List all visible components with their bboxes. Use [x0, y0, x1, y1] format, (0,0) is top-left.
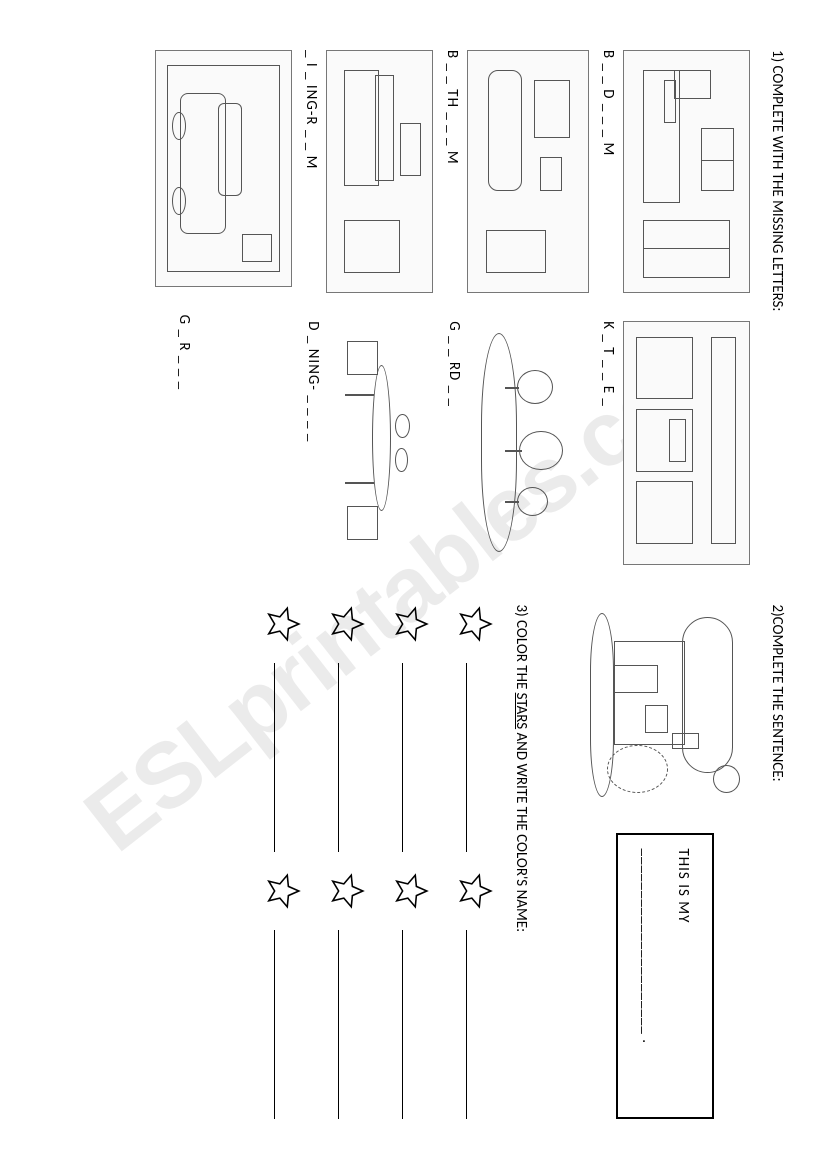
exercise-1-heading: 1) COMPLETE WITH THE MISSING LETTERS:: [768, 50, 786, 565]
star-icon[interactable]: [456, 872, 494, 910]
star-icon[interactable]: [264, 605, 302, 643]
star-icon[interactable]: [328, 872, 366, 910]
caption-garden: G _ _ RD _ _: [445, 321, 463, 564]
livingroom-sketch: [326, 50, 433, 293]
star-icon[interactable]: [392, 872, 430, 910]
star-row: [264, 605, 302, 1120]
item-bedroom: B _ _ D _ _ _ M: [599, 50, 750, 293]
diningroom-sketch: [328, 321, 433, 564]
star-icon[interactable]: [328, 605, 366, 643]
color-name-blank[interactable]: [275, 930, 292, 1119]
item-diningroom: D _ NING- _ _ _ _: [302, 321, 433, 564]
star-icon[interactable]: [264, 872, 302, 910]
item-kitchen: K _ T _ _ E _: [599, 321, 750, 564]
caption-diningroom: D _ NING- _ _ _ _: [304, 321, 322, 564]
right-column: 2)COMPLETE THE SENTENCE:: [40, 605, 786, 1120]
house-sketch: [580, 605, 750, 805]
sentence-blank[interactable]: ______________________ .: [638, 849, 656, 1045]
kitchen-sketch: [623, 321, 750, 564]
item-livingroom: _ I _ ING-R _ _ M: [302, 50, 433, 293]
garden-sketch: [469, 321, 589, 564]
caption-bedroom: B _ _ D _ _ _ M: [599, 50, 617, 293]
bedroom-sketch: [623, 50, 750, 293]
color-name-blank[interactable]: [467, 930, 484, 1119]
caption-garage: G _ R _ _ _: [175, 315, 193, 565]
item-garage: [155, 50, 292, 287]
sentence-prefix: THIS IS MY: [674, 849, 692, 924]
color-name-blank[interactable]: [275, 663, 292, 852]
star-row: [456, 605, 494, 1120]
caption-kitchen: K _ T _ _ E _: [599, 321, 617, 564]
bathroom-sketch: [467, 50, 589, 293]
item-garden: G _ _ RD _ _: [443, 321, 589, 564]
exercise-1: 1) COMPLETE WITH THE MISSING LETTERS:: [40, 50, 786, 565]
color-name-blank[interactable]: [403, 930, 420, 1119]
color-name-blank[interactable]: [467, 663, 484, 852]
sentence-box: THIS IS MY ______________________ .: [616, 833, 714, 1120]
color-name-blank[interactable]: [339, 663, 356, 852]
worksheet-page: 1) COMPLETE WITH THE MISSING LETTERS:: [0, 0, 826, 1169]
exercise-2-heading: 2)COMPLETE THE SENTENCE:: [768, 605, 786, 1120]
garage-sketch: [155, 50, 292, 287]
star-row: [392, 605, 430, 1120]
caption-bathroom: B _ _ TH _ _ _ M: [443, 50, 461, 293]
color-name-blank[interactable]: [339, 930, 356, 1119]
caption-livingroom: _ I _ ING-R _ _ M: [302, 50, 320, 293]
star-icon[interactable]: [456, 605, 494, 643]
exercise-3-heading: 3) COLOR THE STARS AND WRITE THE COLOR'S…: [512, 605, 530, 1120]
color-name-blank[interactable]: [403, 663, 420, 852]
star-row: [328, 605, 366, 1120]
exercise-3: 3) COLOR THE STARS AND WRITE THE COLOR'S…: [238, 605, 530, 1120]
exercise-2: 2)COMPLETE THE SENTENCE:: [580, 605, 786, 1120]
star-icon[interactable]: [392, 605, 430, 643]
item-bathroom: B _ _ TH _ _ _ M: [443, 50, 589, 293]
